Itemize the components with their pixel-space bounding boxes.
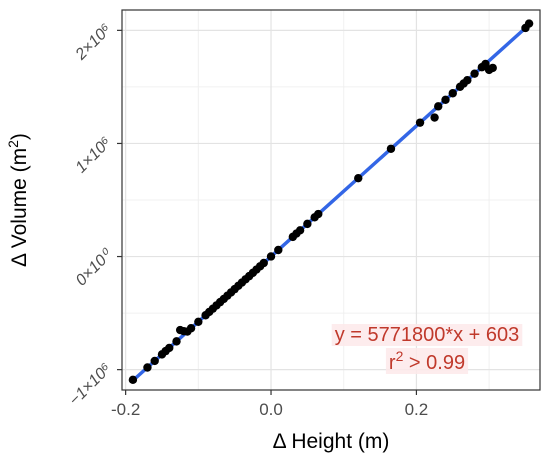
regression-equation: y = 5771800*x + 603 — [335, 324, 520, 346]
x-tick-label: 0.2 — [405, 400, 429, 419]
data-point — [488, 63, 497, 73]
data-point — [274, 245, 283, 255]
data-point — [441, 95, 450, 104]
data-point — [434, 102, 443, 111]
data-point — [463, 76, 472, 85]
y-axis-title-exponent: 2 — [5, 140, 21, 148]
data-point — [128, 375, 138, 385]
y-tick-label: 2×10⁶ — [72, 21, 115, 64]
data-point — [194, 317, 203, 327]
r-squared-exponent: 2 — [396, 348, 404, 364]
data-point — [186, 324, 196, 333]
y-tick-label: 1×10⁶ — [73, 134, 115, 176]
data-point — [415, 118, 425, 127]
x-axis-ticks: -0.2 0.0 0.2 — [111, 390, 428, 419]
y-axis-title: Δ Volume (m2) — [5, 133, 31, 267]
data-point — [386, 144, 396, 153]
y-axis-ticks: −1×10⁶ 0×10⁰ 1×10⁶ 2×10⁶ — [66, 21, 122, 409]
y-tick-label: 0×10⁰ — [73, 246, 117, 290]
data-point — [143, 363, 152, 372]
data-point — [295, 226, 305, 235]
data-point — [470, 69, 479, 78]
x-tick-label: 0.0 — [259, 400, 283, 419]
data-point — [430, 113, 439, 122]
data-point — [314, 209, 323, 219]
y-axis-title-text: Δ Volume (m — [8, 148, 31, 267]
data-points — [128, 19, 534, 385]
y-tick-label: −1×10⁶ — [66, 360, 115, 409]
data-point — [266, 252, 276, 261]
data-point — [448, 89, 457, 98]
data-point — [524, 19, 534, 28]
data-point — [165, 343, 174, 353]
data-point — [150, 356, 159, 366]
r-squared-symbol: r — [389, 352, 396, 374]
data-point — [172, 337, 181, 346]
x-tick-label: -0.2 — [111, 400, 140, 419]
data-point — [259, 258, 268, 268]
data-point — [303, 219, 312, 229]
r-squared-label: r2 > 0.99 — [389, 348, 465, 374]
r-squared-value: > 0.99 — [403, 352, 465, 374]
data-point — [354, 173, 363, 183]
y-axis-title-suffix: ) — [8, 133, 31, 140]
regression-annotation: y = 5771800*x + 603 r2 > 0.99 — [331, 324, 523, 374]
plot-panel-border — [121, 9, 541, 391]
annotation-background — [385, 348, 469, 374]
x-axis-title: Δ Height (m) — [273, 430, 390, 453]
annotation-background — [331, 324, 523, 346]
